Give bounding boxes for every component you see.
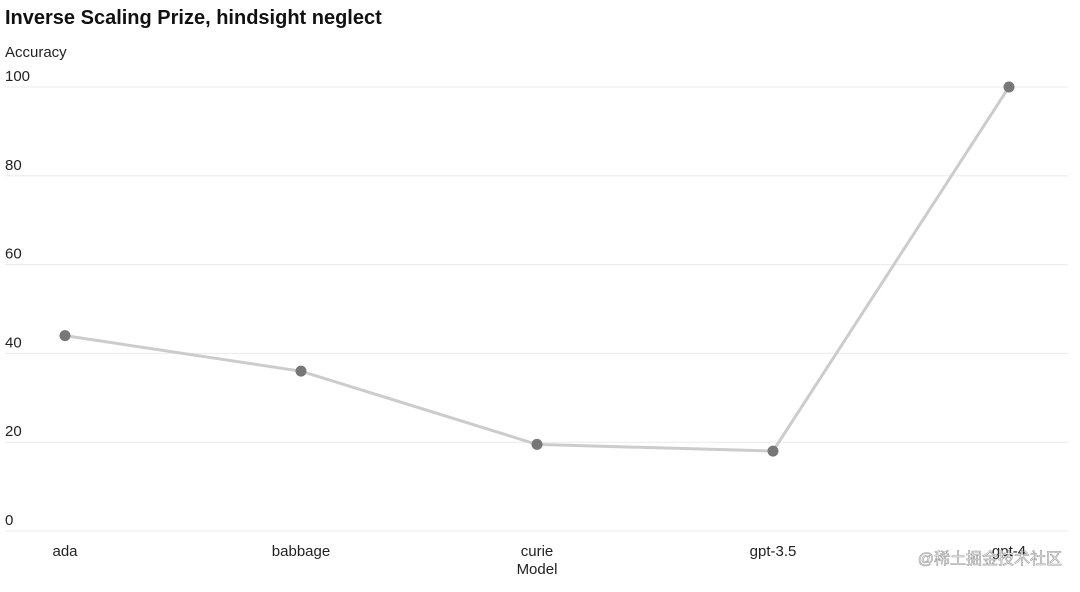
x-tick-label: gpt-4 — [992, 543, 1026, 560]
y-tick-label: 100 — [5, 68, 30, 85]
x-tick-label: curie — [521, 543, 554, 560]
point — [1003, 81, 1015, 93]
x-tick-label: babbage — [272, 543, 330, 560]
y-tick-label: 20 — [5, 423, 22, 440]
x-tick-label: gpt-3.5 — [750, 543, 797, 560]
x-tick-label: ada — [52, 543, 78, 560]
x-axis-label: Model — [517, 561, 558, 578]
chart-title: Inverse Scaling Prize, hindsight neglect — [5, 7, 382, 29]
point — [59, 330, 71, 342]
y-axis-label: Accuracy — [5, 44, 67, 61]
line — [64, 86, 1011, 453]
y-tick-label: 80 — [5, 157, 22, 174]
y-tick-label: 60 — [5, 246, 22, 263]
point — [295, 365, 307, 377]
watermark: @稀土掘金技术社区 — [918, 550, 1062, 568]
point — [767, 445, 779, 457]
y-tick-label: 0 — [5, 512, 13, 529]
point — [531, 438, 543, 450]
y-tick-label: 40 — [5, 334, 22, 351]
